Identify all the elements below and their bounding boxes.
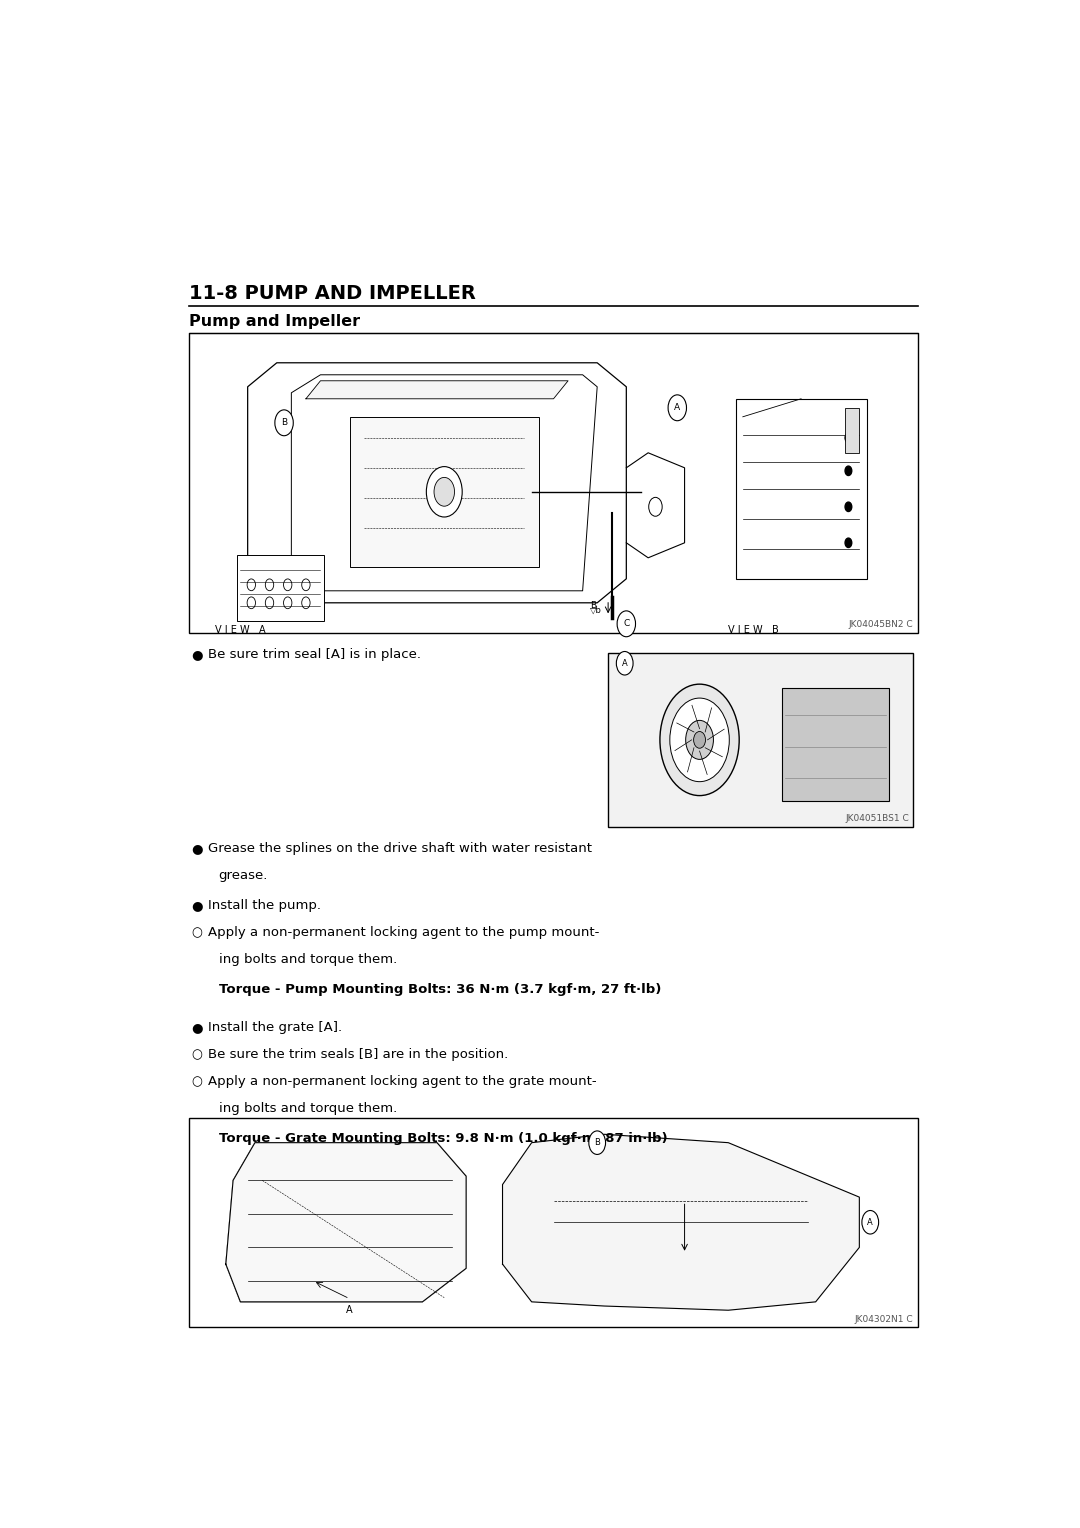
Circle shape	[266, 579, 273, 591]
Text: ○: ○	[191, 1048, 202, 1060]
Bar	[735, 399, 866, 579]
Bar	[350, 417, 539, 567]
Bar	[608, 652, 914, 827]
Circle shape	[845, 538, 852, 547]
Circle shape	[862, 1210, 879, 1235]
Text: ○: ○	[191, 926, 202, 940]
Text: ing bolts and torque them.: ing bolts and torque them.	[218, 953, 397, 966]
Text: ●: ●	[191, 648, 203, 662]
Bar	[189, 1117, 918, 1326]
Text: Install the grate [A].: Install the grate [A].	[207, 1021, 342, 1034]
Circle shape	[617, 651, 633, 675]
Text: Torque - Pump Mounting Bolts: 36 N·m (3.7 kgf·m, 27 ft·lb): Torque - Pump Mounting Bolts: 36 N·m (3.…	[218, 983, 661, 996]
Polygon shape	[502, 1134, 860, 1309]
Circle shape	[670, 698, 729, 782]
Text: B: B	[591, 602, 596, 610]
Circle shape	[275, 410, 294, 435]
Text: JK04302N1 C: JK04302N1 C	[854, 1314, 914, 1323]
Text: Apply a non-permanent locking agent to the grate mount-: Apply a non-permanent locking agent to t…	[207, 1076, 596, 1088]
Text: A: A	[347, 1305, 353, 1316]
Text: ing bolts and torque them.: ing bolts and torque them.	[218, 1102, 397, 1115]
Text: ●: ●	[191, 1021, 203, 1034]
Text: A: A	[867, 1218, 873, 1227]
Text: B: B	[594, 1138, 600, 1148]
Circle shape	[845, 503, 852, 512]
Text: A: A	[674, 403, 680, 413]
Text: Be sure the trim seals [B] are in the position.: Be sure the trim seals [B] are in the po…	[207, 1048, 508, 1060]
Text: ▽b: ▽b	[590, 605, 602, 614]
Circle shape	[284, 579, 292, 591]
Text: B: B	[281, 419, 287, 428]
Text: V I E W   B: V I E W B	[728, 625, 779, 636]
Text: 11-8 PUMP AND IMPELLER: 11-8 PUMP AND IMPELLER	[189, 284, 476, 304]
Text: JK04045BN2 C: JK04045BN2 C	[849, 620, 914, 630]
Text: C: C	[623, 619, 630, 628]
Circle shape	[693, 732, 705, 749]
Text: Grease the splines on the drive shaft with water resistant: Grease the splines on the drive shaft wi…	[207, 842, 592, 856]
Bar	[782, 688, 889, 801]
Text: Apply a non-permanent locking agent to the pump mount-: Apply a non-permanent locking agent to t…	[207, 926, 599, 940]
Circle shape	[427, 466, 462, 516]
Circle shape	[434, 477, 455, 506]
Circle shape	[617, 611, 635, 637]
Text: ●: ●	[191, 842, 203, 856]
Circle shape	[686, 720, 714, 759]
Text: JK04051BS1 C: JK04051BS1 C	[846, 814, 909, 824]
Text: Be sure trim seal [A] is in place.: Be sure trim seal [A] is in place.	[207, 648, 421, 662]
Circle shape	[589, 1131, 606, 1155]
Circle shape	[845, 466, 852, 475]
Text: Pump and Impeller: Pump and Impeller	[189, 315, 361, 329]
Text: Torque - Grate Mounting Bolts: 9.8 N·m (1.0 kgf·m, 87 in·lb): Torque - Grate Mounting Bolts: 9.8 N·m (…	[218, 1132, 667, 1144]
Text: Install the pump.: Install the pump.	[207, 898, 321, 912]
Text: V I E W   A: V I E W A	[215, 625, 266, 636]
Circle shape	[284, 597, 292, 608]
Circle shape	[301, 597, 310, 608]
Text: A: A	[622, 659, 627, 668]
Text: ●: ●	[191, 898, 203, 912]
Polygon shape	[226, 1143, 467, 1302]
Polygon shape	[306, 380, 568, 399]
Circle shape	[660, 685, 739, 796]
Bar	[189, 333, 918, 633]
Text: ○: ○	[191, 1076, 202, 1088]
Bar	[237, 555, 324, 620]
Circle shape	[845, 432, 852, 443]
Circle shape	[649, 497, 662, 516]
Circle shape	[669, 394, 687, 420]
Circle shape	[247, 597, 256, 608]
Bar	[845, 408, 860, 452]
Text: grease.: grease.	[218, 869, 268, 882]
Circle shape	[301, 579, 310, 591]
Circle shape	[266, 597, 273, 608]
Circle shape	[247, 579, 256, 591]
